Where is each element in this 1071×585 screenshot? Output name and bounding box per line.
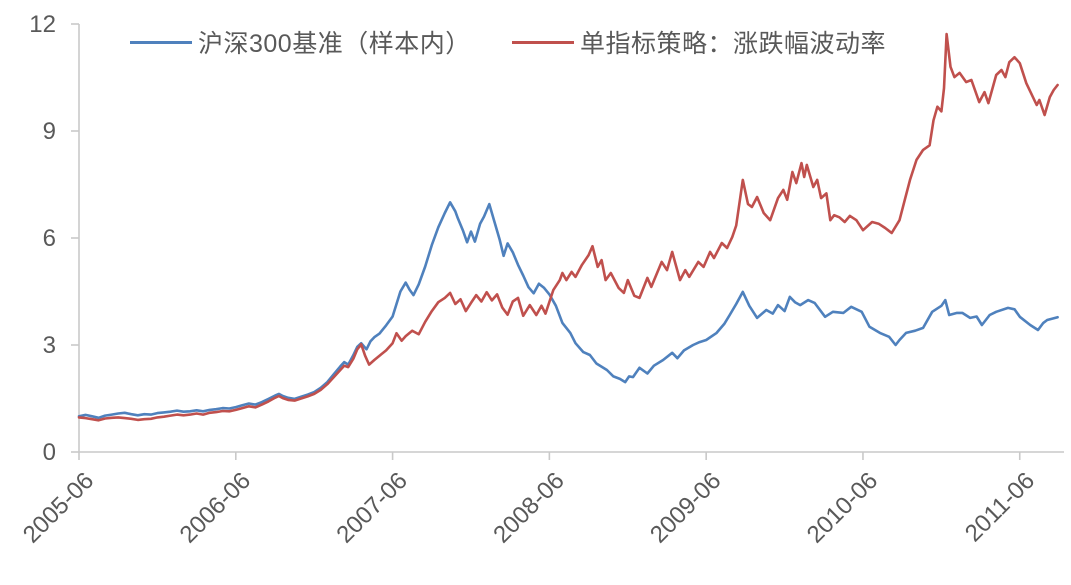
y-axis-label: 3: [43, 332, 56, 359]
x-axis-label: 2005-06: [18, 467, 99, 548]
y-axis-label: 12: [29, 11, 56, 38]
x-axis-label: 2006-06: [175, 467, 256, 548]
x-axis-label: 2011-06: [960, 467, 1040, 547]
x-axis-label: 2010-06: [802, 467, 883, 548]
y-axis-label: 9: [43, 118, 56, 145]
x-axis-label: 2008-06: [488, 467, 569, 548]
y-axis-label: 6: [43, 225, 56, 252]
y-axis-label: 0: [43, 439, 56, 466]
x-axis-label: 2009-06: [645, 467, 726, 548]
x-axis-label: 2007-06: [331, 467, 412, 548]
series-line-strategy: [77, 32, 1059, 422]
series-line-benchmark: [77, 201, 1059, 420]
